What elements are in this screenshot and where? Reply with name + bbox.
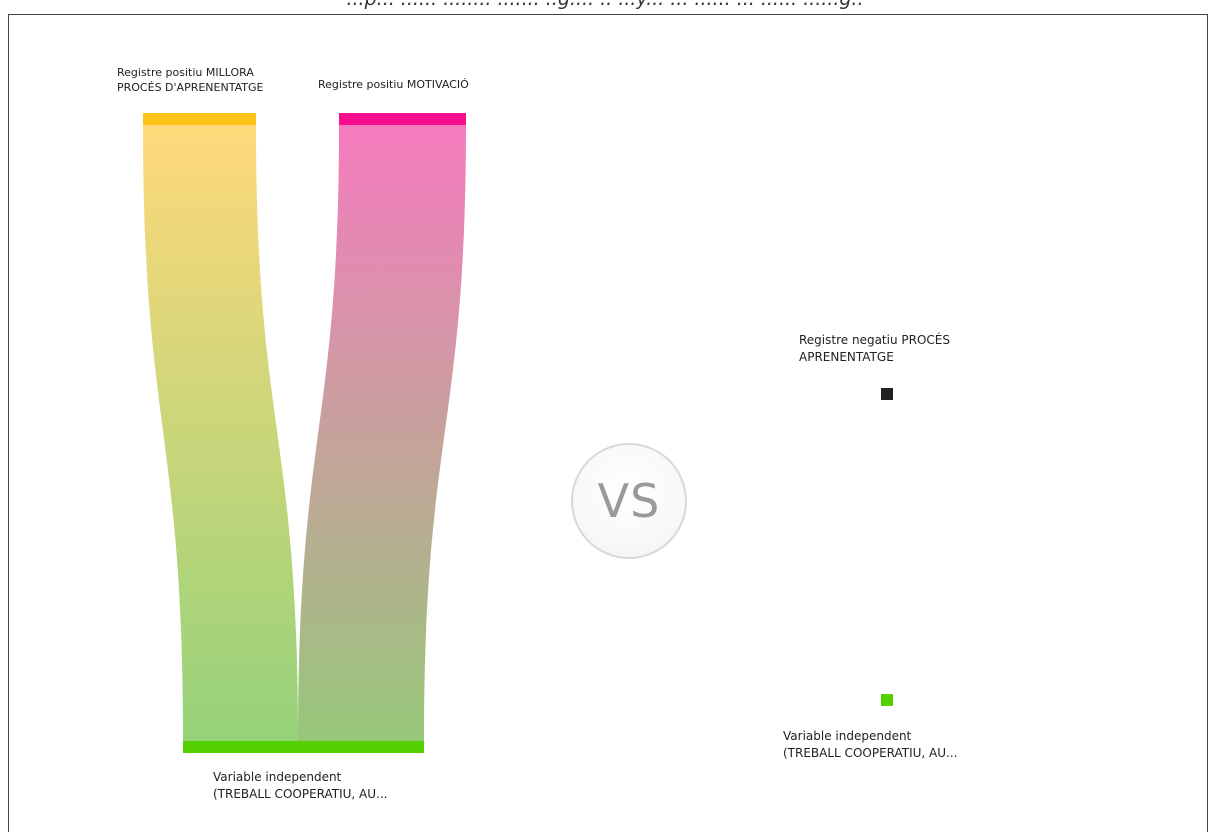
node-source-right[interactable]	[881, 388, 893, 400]
node-source-a[interactable]	[143, 113, 256, 125]
node-source-b[interactable]	[339, 113, 466, 125]
label-source-a: Registre positiu MILLORA PROCÉS D'APRENE…	[117, 66, 264, 94]
node-target-left[interactable]	[183, 741, 424, 753]
label-target-right: Variable independent (TREBALL COOPERATIU…	[783, 729, 958, 760]
vs-badge: VS	[571, 443, 687, 559]
label-source-b: Registre positiu MOTIVACIÓ	[318, 78, 469, 91]
label-target-left: Variable independent (TREBALL COOPERATIU…	[213, 770, 388, 801]
flow-b[interactable]	[298, 125, 466, 741]
node-target-right[interactable]	[881, 694, 893, 706]
diagram-frame	[8, 14, 1208, 832]
label-source-right: Registre negatiu PROCÉS APRENENTATGE	[799, 333, 950, 364]
flow-a[interactable]	[143, 125, 298, 741]
top-caption: ...p... ...... ........ ....... ..g.... …	[0, 0, 1210, 10]
